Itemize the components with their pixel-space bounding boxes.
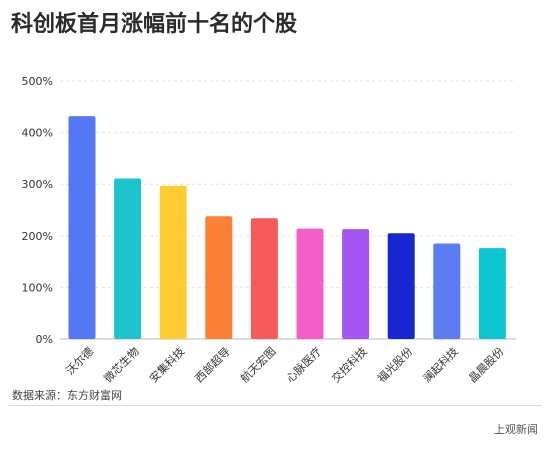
bar-5	[250, 218, 278, 339]
bar-4	[205, 216, 233, 339]
bar-3	[159, 185, 187, 339]
footer-divider	[8, 405, 542, 406]
x-tick-label: 航天宏图	[238, 344, 279, 385]
x-tick-label: 交控科技	[329, 344, 370, 385]
bar-10	[478, 248, 506, 339]
chart-title: 科创板首月涨幅前十名的个股	[11, 12, 298, 37]
bar-1	[68, 116, 96, 339]
x-axis-tick-labels: 沃尔德 微芯生物 安集科技 西部超导 航天宏图 心脉医疗 交控科技 福光股份 澜起科技 晶晨股份	[63, 344, 507, 385]
y-tick-label: 0%	[36, 333, 53, 346]
x-tick-label: 安集科技	[146, 344, 187, 385]
x-tick-label: 澜起科技	[420, 344, 461, 385]
y-tick-label: 300%	[22, 178, 53, 191]
bar-7	[342, 229, 370, 339]
x-tick-label: 微芯生物	[101, 344, 142, 385]
bar-2	[114, 178, 142, 339]
x-tick-label: 西部超导	[192, 344, 233, 385]
y-tick-label: 400%	[22, 127, 53, 140]
y-tick-label: 500%	[22, 75, 53, 88]
x-tick-label: 晶晨股份	[466, 345, 506, 385]
bar-6	[296, 228, 324, 339]
x-tick-label: 沃尔德	[63, 344, 96, 377]
bars	[68, 116, 506, 339]
bar-9	[433, 243, 461, 339]
y-axis-tick-labels: 0% 100% 200% 300% 400% 500%	[22, 75, 53, 346]
y-tick-label: 100%	[22, 281, 53, 294]
y-tick-label: 200%	[22, 230, 53, 243]
x-tick-label: 心脉医疗	[283, 344, 324, 385]
brand-label: 上观新闻	[494, 423, 538, 436]
bar-8	[387, 233, 415, 339]
data-source-note: 数据来源：东方财富网	[12, 389, 122, 402]
bar-chart: 0% 100% 200% 300% 400% 500% 沃尔德 微芯生物 安集科技 西部超导 航天…	[22, 75, 516, 385]
x-tick-label: 福光股份	[374, 344, 415, 385]
